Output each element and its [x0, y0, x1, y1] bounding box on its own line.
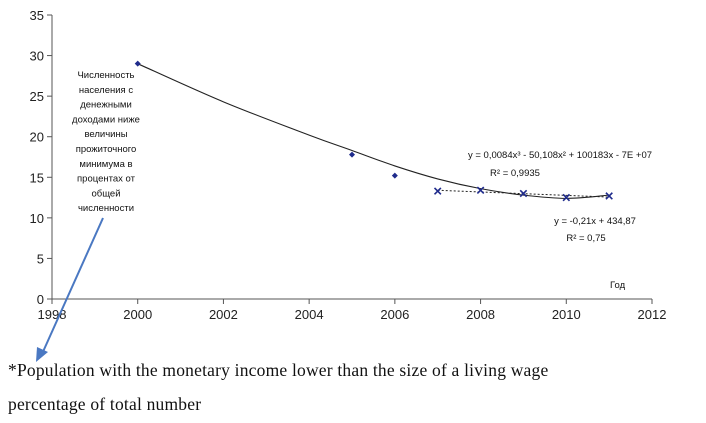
data-point-x	[476, 186, 485, 195]
x-tick-label: 2000	[123, 307, 152, 322]
y-tick-label: 0	[37, 292, 44, 307]
x-tick-label: 2012	[638, 307, 667, 322]
data-point-x-stroke	[562, 193, 571, 202]
note-line: доходами ниже	[72, 114, 140, 125]
note-line: Численность	[77, 70, 134, 81]
note-text-block: Численность населения с денежными доходами …	[72, 70, 140, 214]
data-point-diamond	[349, 151, 355, 158]
x-tick-label: 2006	[380, 307, 409, 322]
data-point-x-stroke	[519, 189, 528, 198]
y-tick-label: 25	[30, 89, 44, 104]
data-point-diamond	[391, 172, 398, 179]
trendline-polynomial	[137, 63, 610, 199]
data-point-x-stroke	[476, 186, 485, 195]
footnote-line-1: *Population with the monetary income low…	[8, 360, 549, 380]
data-point-diamond	[134, 60, 141, 67]
data-point-x-stroke	[433, 187, 442, 195]
note-arrow	[36, 217, 104, 362]
arrow-shaft	[41, 217, 104, 355]
equation-linear: y = -0,21x + 434,87	[554, 216, 636, 227]
x-tick-label: 2010	[552, 307, 581, 322]
chart-axes: 0 5 10 15 20 25 30 35 1998 2000 2002 2004 2006 2008 20…	[30, 8, 667, 322]
x-axis-label: Год	[610, 280, 626, 291]
data-point-x	[519, 189, 528, 198]
note-line: минимума в	[79, 159, 132, 170]
y-tick-label: 20	[30, 130, 44, 145]
arrow-head	[36, 347, 48, 362]
note-line: населения с	[79, 85, 133, 96]
note-line: общей	[91, 188, 120, 199]
y-tick-label: 15	[30, 170, 44, 185]
note-line: величины	[84, 129, 127, 140]
x-tick-label: 1998	[38, 307, 67, 322]
y-tick-label: 35	[30, 8, 44, 23]
data-point-x-stroke	[605, 192, 613, 200]
y-tick-label: 30	[30, 49, 44, 64]
chart-points	[134, 60, 613, 202]
r2-poly: R² = 0,9935	[490, 168, 540, 179]
note-line: денежными	[80, 100, 132, 111]
y-tick-label: 5	[37, 251, 44, 266]
y-tick-label: 10	[30, 211, 44, 226]
data-point-x	[562, 193, 571, 202]
note-line: прожиточного	[76, 144, 137, 155]
chart-annotations: y = 0,0084x³ - 50,108x² + 100183x - 7E +…	[468, 150, 652, 291]
note-line: численности	[78, 203, 134, 214]
x-tick-label: 2004	[295, 307, 324, 322]
data-point-x	[433, 187, 442, 195]
r2-linear: R² = 0,75	[566, 233, 605, 244]
x-tick-label: 2002	[209, 307, 238, 322]
data-point-x	[605, 192, 613, 200]
note-line: процентах от	[77, 174, 136, 185]
footnote-line-2: percentage of total number	[8, 394, 202, 414]
equation-poly: y = 0,0084x³ - 50,108x² + 100183x - 7E +…	[468, 150, 652, 161]
x-tick-label: 2008	[466, 307, 495, 322]
